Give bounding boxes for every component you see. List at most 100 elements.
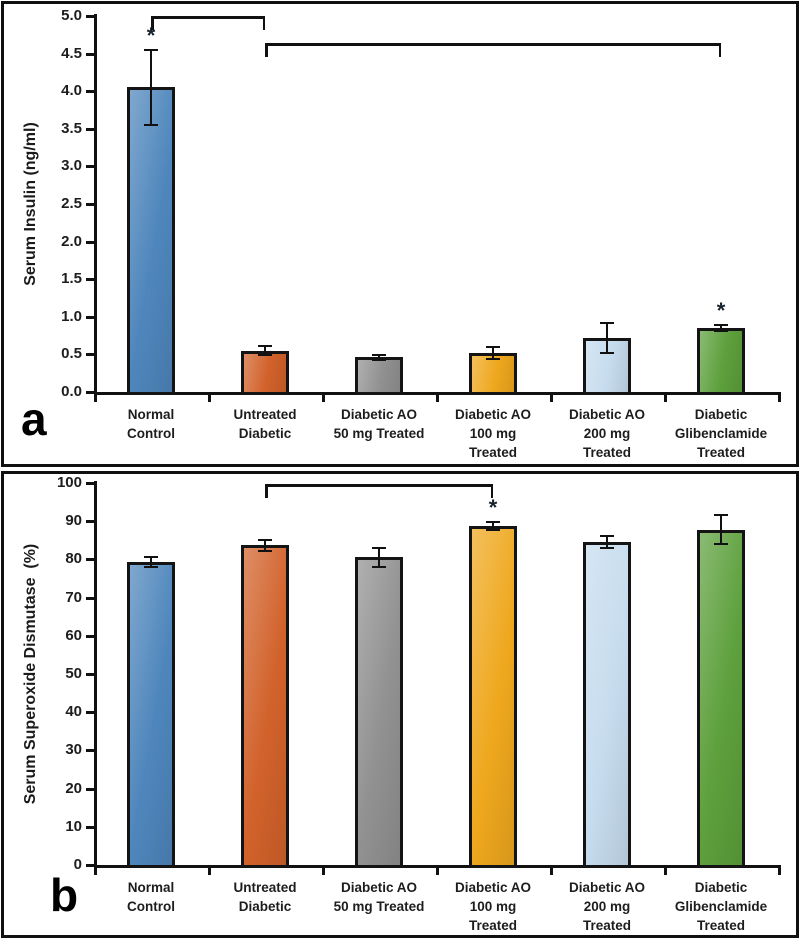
- y-tick: [86, 15, 94, 18]
- y-tick: [86, 711, 94, 715]
- y-tick-label: 60: [65, 626, 82, 644]
- y-tick: [86, 749, 94, 753]
- y-tick-label: 40: [65, 703, 82, 721]
- y-tick: [86, 90, 94, 94]
- y-tick: [86, 165, 94, 169]
- y-tick: [86, 596, 94, 600]
- error-bar-cap-top: [486, 345, 500, 348]
- y-tick-label: 30: [65, 741, 82, 759]
- plot-area-a: 0.0 0.5 1.0 1.5 2.0 2.5 3.0 3.5 4.0 4.5 5.0 * Normal…: [4, 4, 796, 464]
- y-tick-label: 0.0: [61, 383, 82, 400]
- x-category-label: Diabetic AO 200 mg Treated: [568, 407, 646, 460]
- y-axis-line: [94, 14, 97, 395]
- x-axis-line: [94, 392, 781, 395]
- bar: [583, 541, 631, 868]
- error-bar-cap-top: [144, 556, 158, 559]
- y-tick: [86, 520, 94, 524]
- y-tick: [86, 391, 94, 394]
- y-tick-label: 2.0: [61, 232, 82, 250]
- significance-marker: *: [488, 494, 498, 520]
- bar: [355, 357, 403, 395]
- y-tick: [86, 482, 94, 485]
- error-bar-cap-top: [144, 48, 158, 51]
- x-axis-line: [94, 865, 781, 868]
- error-bar-cap-top: [714, 514, 728, 517]
- error-bar-line: [378, 355, 380, 360]
- error-bar-cap-bottom: [372, 358, 386, 361]
- bar: [469, 525, 517, 868]
- x-tick: [550, 395, 553, 402]
- y-tick: [86, 673, 94, 676]
- significance-bracket-drop-right: [490, 484, 493, 499]
- error-bar-cap-top: [486, 520, 500, 523]
- y-tick-label: 0.5: [61, 345, 82, 363]
- y-tick: [86, 127, 94, 131]
- x-tick: [436, 868, 439, 875]
- y-tick-label: 0: [73, 856, 82, 873]
- y-tick-label: 3.0: [61, 157, 82, 175]
- bar: [697, 529, 745, 868]
- y-tick-label: 20: [65, 779, 82, 797]
- x-tick: [94, 868, 97, 875]
- panel-letter-b: b: [50, 869, 79, 921]
- error-bar-line: [606, 536, 608, 548]
- y-axis-line: [94, 481, 97, 868]
- error-bar-line: [492, 521, 494, 530]
- x-category-label: Diabetic AO 100 mg Treated: [454, 880, 532, 933]
- y-tick-label: 4.0: [61, 82, 82, 100]
- y-tick-label: 2.5: [61, 195, 82, 212]
- x-category-label: Normal Control: [127, 880, 175, 914]
- significance-bracket-top: [265, 43, 721, 46]
- significance-bracket-drop-left: [265, 484, 268, 499]
- error-bar-cap-bottom: [486, 357, 500, 360]
- error-bar-cap-bottom: [144, 124, 158, 127]
- error-bar-line: [492, 346, 494, 359]
- bar: [697, 328, 745, 395]
- x-category-label: Diabetic Glibenclamide Treated: [674, 407, 768, 460]
- panel-a: Serum Insulin (ng/ml) 0.0 0.5 1.0 1.5 2.0 2.5…: [1, 1, 799, 467]
- error-bar-cap-bottom: [714, 543, 728, 546]
- error-bar-cap-bottom: [600, 351, 614, 354]
- x-tick: [94, 395, 97, 402]
- y-tick: [86, 787, 94, 791]
- y-tick: [86, 203, 94, 206]
- error-bar-cap-bottom: [714, 330, 728, 333]
- y-tick: [86, 240, 94, 244]
- x-category-label: Diabetic AO 100 mg Treated: [454, 407, 532, 460]
- y-tick-label: 1.0: [61, 307, 82, 325]
- y-tick: [86, 353, 94, 357]
- plot-area-b: 0 10 20 30 40 50 60 70 80 90 100 Normal Control Untr…: [4, 474, 796, 935]
- error-bar-cap-top: [258, 345, 272, 348]
- significance-bracket-top: [151, 16, 265, 19]
- y-tick-label: 1.5: [61, 270, 82, 288]
- y-tick-label: 3.5: [61, 119, 82, 137]
- y-tick: [86, 558, 94, 562]
- y-tick-label: 70: [65, 588, 82, 606]
- error-bar-cap-bottom: [372, 565, 386, 568]
- x-category-label: Normal Control: [127, 407, 175, 441]
- x-tick: [664, 868, 667, 875]
- y-tick-label: 90: [65, 512, 82, 530]
- x-category-label: Untreated Diabetic: [233, 880, 297, 914]
- significance-marker: *: [146, 22, 156, 48]
- error-bar-line: [378, 547, 380, 567]
- error-bar-cap-top: [600, 321, 614, 324]
- y-tick: [86, 315, 94, 319]
- y-tick-label: 5.0: [61, 7, 82, 24]
- significance-bracket-drop-right: [262, 16, 265, 30]
- error-bar-line: [606, 322, 608, 353]
- x-tick: [322, 868, 325, 875]
- x-category-label: Diabetic AO 50 mg Treated: [333, 407, 425, 441]
- panel-b: Serum Superoxide Dismutase (%) 0 10 20 30 40…: [1, 471, 799, 938]
- bar: [241, 350, 289, 395]
- error-bar-cap-top: [714, 324, 728, 327]
- y-tick: [86, 278, 94, 282]
- significance-bracket-drop-right: [718, 43, 721, 58]
- significance-marker: *: [716, 298, 726, 324]
- x-tick: [322, 395, 325, 402]
- error-bar-line: [150, 49, 152, 126]
- x-category-label: Diabetic AO 200 mg Treated: [568, 880, 646, 933]
- x-tick: [208, 395, 211, 402]
- bar: [355, 557, 403, 868]
- y-tick: [86, 634, 94, 638]
